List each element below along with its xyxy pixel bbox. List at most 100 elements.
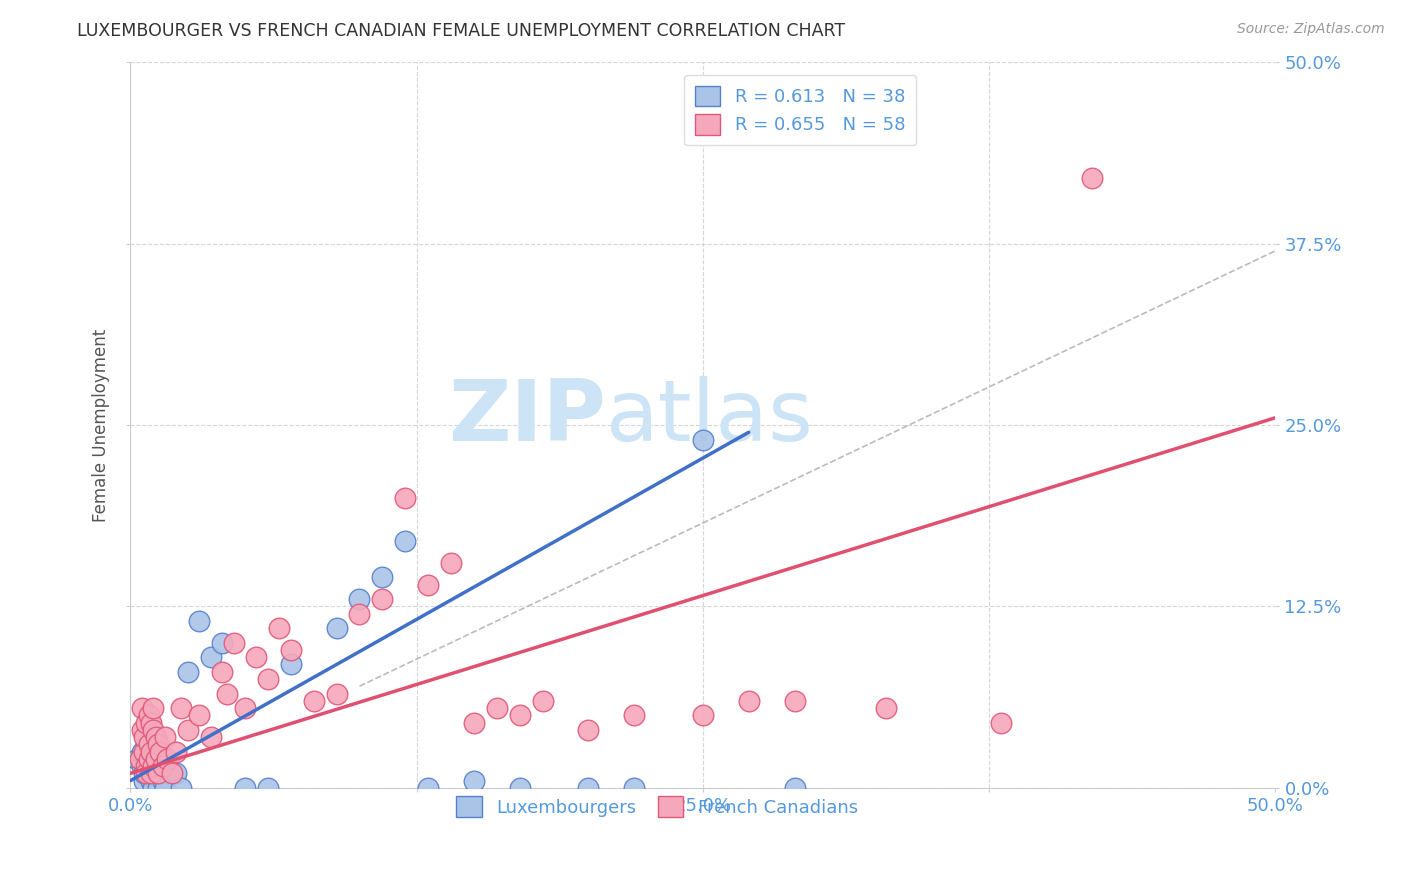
Point	[131, 701, 153, 715]
Point	[394, 491, 416, 505]
Text: #cce4f5: #cce4f5	[703, 424, 709, 425]
Point	[138, 708, 160, 723]
Point	[1081, 171, 1104, 186]
Point	[146, 780, 169, 795]
Text: atlas: atlas	[606, 376, 814, 459]
Point	[165, 745, 187, 759]
Point	[623, 780, 645, 795]
Point	[145, 755, 167, 769]
Point	[371, 592, 394, 607]
Point	[485, 701, 508, 715]
Point	[135, 715, 157, 730]
Text: ZIP: ZIP	[449, 376, 606, 459]
Point	[440, 556, 463, 570]
Point	[349, 592, 371, 607]
Point	[200, 730, 222, 744]
Point	[177, 665, 200, 679]
Text: LUXEMBOURGER VS FRENCH CANADIAN FEMALE UNEMPLOYMENT CORRELATION CHART: LUXEMBOURGER VS FRENCH CANADIAN FEMALE U…	[77, 22, 845, 40]
Point	[257, 780, 280, 795]
Point	[134, 766, 156, 780]
Point	[783, 780, 806, 795]
Point	[200, 650, 222, 665]
Point	[990, 715, 1012, 730]
Point	[578, 780, 600, 795]
Point	[139, 748, 162, 763]
Point	[463, 715, 485, 730]
Point	[188, 708, 211, 723]
Point	[135, 766, 157, 780]
Point	[222, 636, 245, 650]
Point	[463, 773, 485, 788]
Y-axis label: Female Unemployment: Female Unemployment	[93, 328, 110, 522]
Point	[135, 755, 157, 769]
Point	[135, 759, 157, 773]
Point	[188, 614, 211, 628]
Point	[531, 694, 554, 708]
Point	[138, 759, 160, 773]
Point	[153, 780, 176, 795]
Point	[783, 694, 806, 708]
Point	[160, 766, 183, 780]
Point	[152, 759, 174, 773]
Point	[738, 694, 761, 708]
Point	[138, 737, 160, 751]
Point	[142, 701, 165, 715]
Point	[245, 650, 267, 665]
Point	[139, 745, 162, 759]
Point	[146, 737, 169, 751]
Point	[875, 701, 897, 715]
Point	[142, 759, 165, 773]
Point	[211, 665, 233, 679]
Point	[165, 766, 187, 780]
Point	[142, 764, 165, 778]
Point	[233, 780, 256, 795]
Point	[127, 752, 149, 766]
Point	[177, 723, 200, 737]
Point	[135, 737, 157, 751]
Point	[257, 672, 280, 686]
Point	[578, 723, 600, 737]
Point	[394, 534, 416, 549]
Point	[692, 708, 714, 723]
Point	[139, 715, 162, 730]
Point	[211, 636, 233, 650]
Legend: Luxembourgers, French Canadians: Luxembourgers, French Canadians	[447, 787, 868, 826]
Point	[325, 621, 347, 635]
Point	[152, 773, 174, 788]
Point	[371, 570, 394, 584]
Point	[128, 752, 150, 766]
Point	[153, 730, 176, 744]
Point	[349, 607, 371, 621]
Text: Source: ZipAtlas.com: Source: ZipAtlas.com	[1237, 22, 1385, 37]
Point	[170, 780, 193, 795]
Point	[509, 708, 531, 723]
Point	[269, 621, 291, 635]
Point	[418, 577, 440, 591]
Point	[134, 773, 156, 788]
Point	[325, 686, 347, 700]
Point	[280, 643, 302, 657]
Point	[149, 766, 172, 780]
Point	[623, 708, 645, 723]
Point	[156, 752, 179, 766]
Point	[215, 686, 238, 700]
Point	[280, 657, 302, 672]
Point	[146, 766, 169, 780]
Point	[131, 745, 153, 759]
Point	[302, 694, 325, 708]
Point	[134, 745, 156, 759]
Point	[134, 730, 156, 744]
Point	[131, 759, 153, 773]
Point	[138, 769, 160, 783]
Point	[145, 752, 167, 766]
Point	[418, 780, 440, 795]
Point	[139, 773, 162, 788]
Point	[149, 745, 172, 759]
Point	[142, 723, 165, 737]
Point	[233, 701, 256, 715]
Point	[139, 766, 162, 780]
Point	[170, 701, 193, 715]
Point	[138, 752, 160, 766]
Point	[131, 723, 153, 737]
Point	[692, 433, 714, 447]
